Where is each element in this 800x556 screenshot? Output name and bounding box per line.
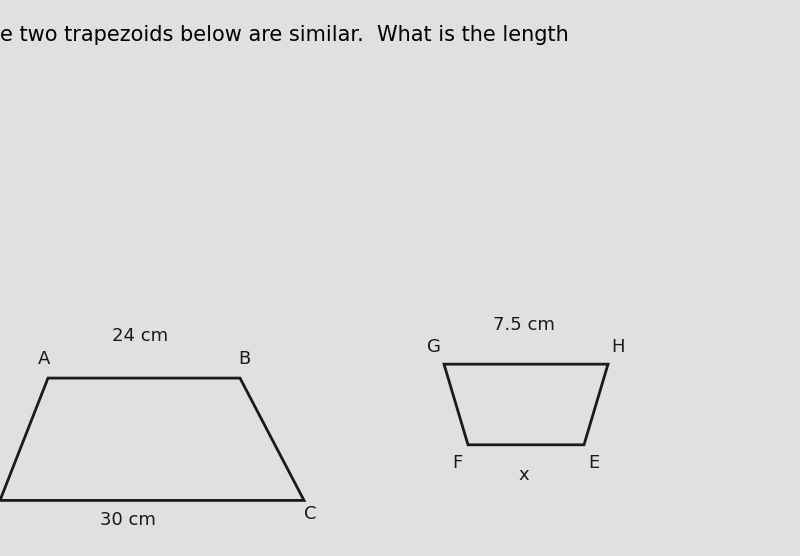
Text: B: B <box>238 350 250 368</box>
Text: C: C <box>304 505 317 523</box>
Text: x: x <box>518 466 530 484</box>
Text: G: G <box>426 339 441 356</box>
Text: 30 cm: 30 cm <box>100 511 156 529</box>
Text: E: E <box>588 454 599 471</box>
Text: e two trapezoids below are similar.  What is the length: e two trapezoids below are similar. What… <box>0 25 569 45</box>
Text: H: H <box>611 339 624 356</box>
Text: 24 cm: 24 cm <box>112 327 168 345</box>
Text: F: F <box>453 454 462 471</box>
Text: A: A <box>38 350 50 368</box>
Text: 7.5 cm: 7.5 cm <box>493 316 555 334</box>
